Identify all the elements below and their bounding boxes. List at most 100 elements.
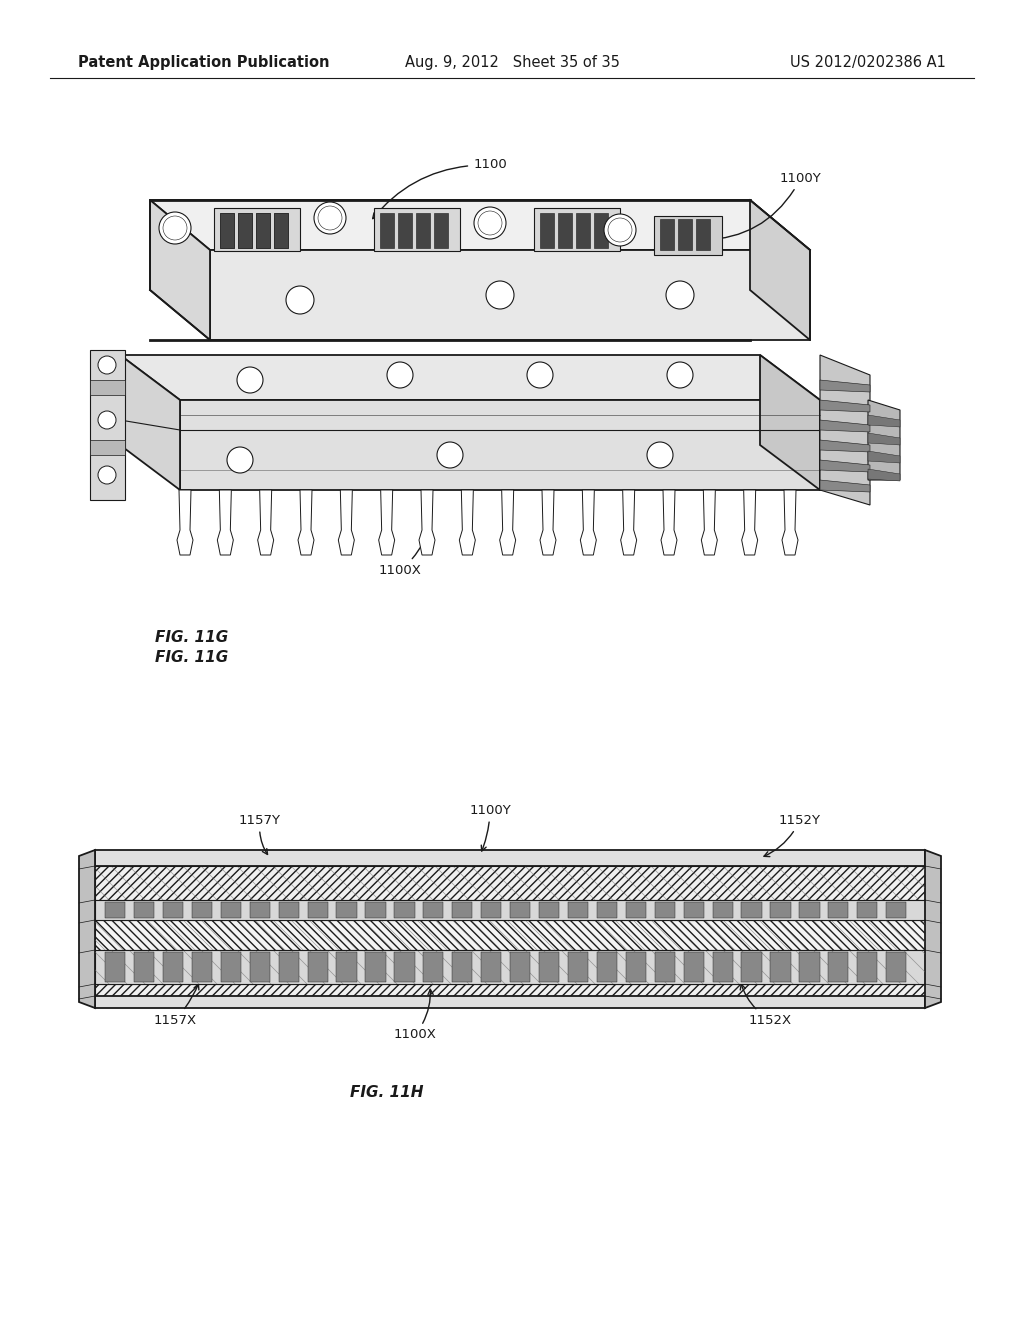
Circle shape	[486, 281, 514, 309]
Polygon shape	[120, 355, 180, 490]
Circle shape	[387, 362, 413, 388]
Polygon shape	[868, 414, 900, 426]
Polygon shape	[105, 952, 125, 982]
Text: 1100X: 1100X	[393, 989, 436, 1041]
Polygon shape	[820, 380, 870, 392]
Polygon shape	[568, 952, 588, 982]
Polygon shape	[250, 952, 270, 982]
Polygon shape	[701, 490, 718, 554]
Polygon shape	[163, 902, 183, 917]
Text: 1100Y: 1100Y	[469, 804, 511, 851]
Circle shape	[98, 411, 116, 429]
Polygon shape	[217, 490, 233, 554]
Polygon shape	[394, 952, 415, 982]
Text: 1100: 1100	[373, 158, 507, 219]
Polygon shape	[419, 490, 435, 554]
Polygon shape	[820, 420, 870, 432]
Polygon shape	[337, 902, 356, 917]
Polygon shape	[150, 201, 210, 341]
Polygon shape	[460, 490, 475, 554]
Text: Patent Application Publication: Patent Application Publication	[78, 54, 330, 70]
Polygon shape	[79, 850, 95, 1008]
Text: 1157Y: 1157Y	[239, 813, 281, 854]
Polygon shape	[770, 952, 791, 982]
Polygon shape	[95, 983, 925, 997]
Polygon shape	[662, 490, 677, 554]
Polygon shape	[274, 213, 288, 248]
Polygon shape	[90, 350, 125, 500]
Polygon shape	[857, 902, 878, 917]
Polygon shape	[453, 952, 472, 982]
Circle shape	[667, 362, 693, 388]
Text: US 2012/0202386 A1: US 2012/0202386 A1	[791, 54, 946, 70]
Polygon shape	[500, 490, 516, 554]
Polygon shape	[534, 209, 620, 251]
Text: FIG. 11G: FIG. 11G	[155, 649, 228, 665]
Polygon shape	[221, 902, 241, 917]
Polygon shape	[660, 219, 674, 249]
Circle shape	[237, 367, 263, 393]
Polygon shape	[820, 480, 870, 492]
Polygon shape	[800, 952, 819, 982]
Polygon shape	[220, 213, 234, 248]
Polygon shape	[594, 213, 608, 248]
Polygon shape	[238, 213, 252, 248]
Polygon shape	[481, 902, 502, 917]
Circle shape	[527, 362, 553, 388]
Polygon shape	[453, 902, 472, 917]
Circle shape	[314, 202, 346, 234]
Polygon shape	[868, 469, 900, 480]
Polygon shape	[163, 952, 183, 982]
Polygon shape	[868, 400, 900, 480]
Polygon shape	[575, 213, 590, 248]
Polygon shape	[684, 902, 703, 917]
Polygon shape	[279, 902, 299, 917]
Polygon shape	[177, 490, 193, 554]
Polygon shape	[220, 213, 234, 248]
Polygon shape	[760, 355, 820, 490]
Polygon shape	[95, 950, 925, 983]
Polygon shape	[380, 213, 394, 248]
Polygon shape	[366, 902, 386, 917]
Polygon shape	[626, 952, 646, 982]
Polygon shape	[274, 213, 288, 248]
Polygon shape	[150, 201, 810, 249]
Polygon shape	[741, 902, 762, 917]
Polygon shape	[510, 902, 530, 917]
Text: FIG. 11H: FIG. 11H	[350, 1085, 424, 1100]
Polygon shape	[307, 902, 328, 917]
Polygon shape	[510, 952, 530, 982]
Polygon shape	[191, 952, 212, 982]
Polygon shape	[256, 213, 270, 248]
Polygon shape	[180, 400, 820, 490]
Polygon shape	[741, 952, 762, 982]
Polygon shape	[539, 952, 559, 982]
Polygon shape	[95, 866, 925, 900]
Polygon shape	[105, 902, 125, 917]
Polygon shape	[337, 952, 356, 982]
Polygon shape	[258, 490, 273, 554]
Text: 1100X: 1100X	[379, 524, 431, 577]
Polygon shape	[540, 490, 556, 554]
Polygon shape	[214, 209, 300, 251]
Polygon shape	[434, 213, 449, 248]
Polygon shape	[481, 952, 502, 982]
Polygon shape	[539, 902, 559, 917]
Polygon shape	[366, 952, 386, 982]
Polygon shape	[394, 902, 415, 917]
Polygon shape	[238, 213, 252, 248]
Text: 1152X: 1152X	[740, 985, 792, 1027]
Polygon shape	[626, 902, 646, 917]
Polygon shape	[654, 902, 675, 917]
Polygon shape	[820, 440, 870, 451]
Polygon shape	[820, 400, 870, 412]
Polygon shape	[307, 952, 328, 982]
Polygon shape	[654, 216, 722, 255]
Polygon shape	[713, 902, 733, 917]
Polygon shape	[568, 902, 588, 917]
Polygon shape	[374, 209, 460, 251]
Polygon shape	[191, 902, 212, 917]
Polygon shape	[857, 952, 878, 982]
Polygon shape	[741, 490, 758, 554]
Polygon shape	[868, 433, 900, 445]
